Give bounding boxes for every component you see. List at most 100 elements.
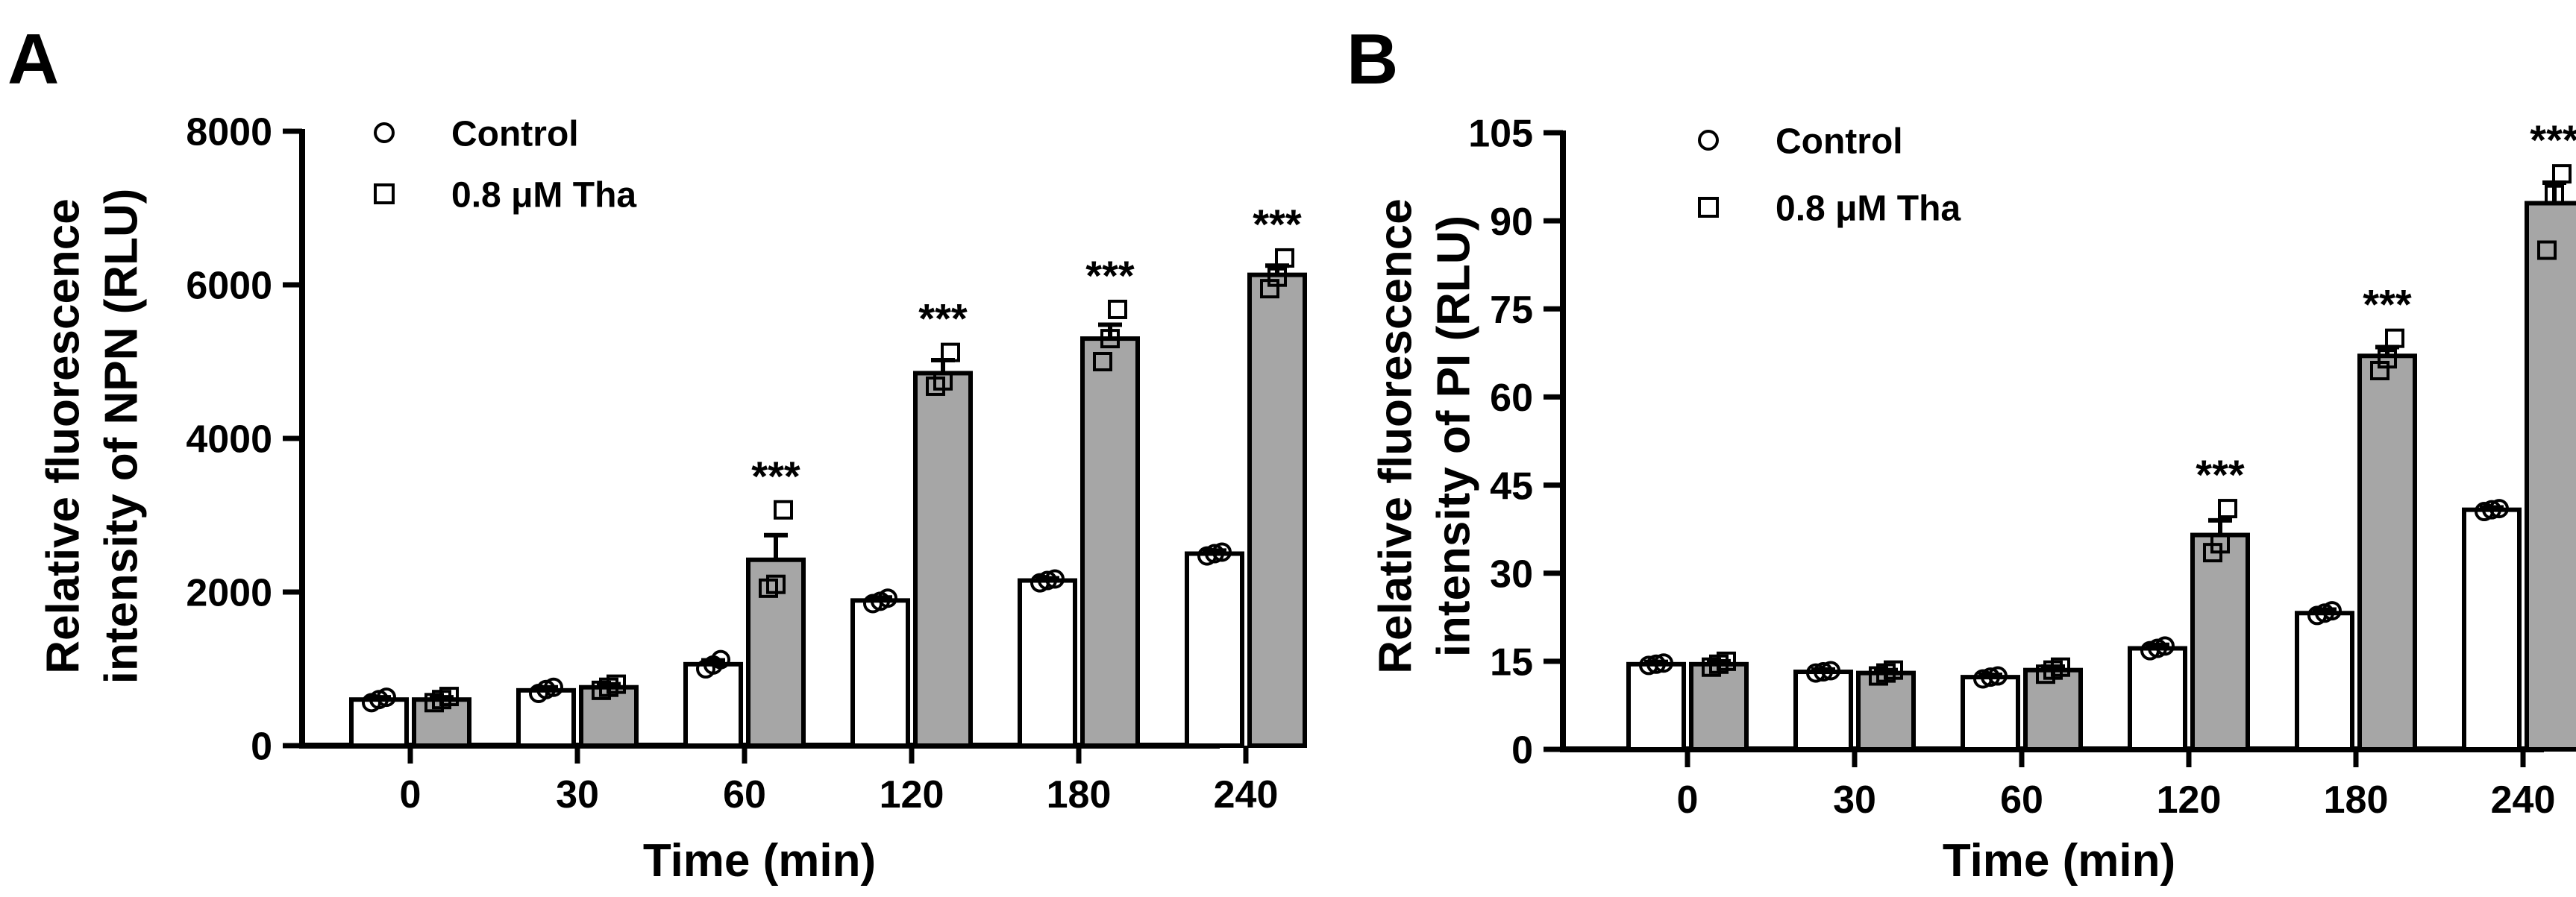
data-point-square <box>1717 651 1736 671</box>
x-axis-title: Time (min) <box>643 835 876 887</box>
legend-label: Control <box>1776 122 1903 161</box>
bar <box>2525 201 2576 752</box>
bar <box>2357 353 2417 752</box>
chart-panel-B: B Relative fluorescence intensity of PI (R… <box>1347 19 2576 887</box>
significance-label: *** <box>918 295 968 342</box>
data-point-square <box>1100 329 1120 349</box>
x-tick-label: 180 <box>1047 773 1112 816</box>
legend-label: 0.8 μM Tha <box>1776 189 1961 228</box>
data-point-square <box>1884 660 1903 680</box>
legend-label: Control <box>451 114 579 154</box>
data-point-circle <box>2482 500 2501 520</box>
panel-label: A <box>7 19 59 99</box>
legend-marker-square <box>374 183 395 204</box>
data-point-square <box>2218 499 2237 519</box>
data-point-square <box>1108 299 1127 319</box>
y-tick-label: 30 <box>1490 553 1533 596</box>
bar <box>1080 336 1140 749</box>
data-point-circle <box>1654 653 1673 673</box>
data-point-square <box>774 500 793 520</box>
significance-label: *** <box>1253 201 1302 248</box>
data-point-square <box>2051 657 2070 677</box>
x-tick-label: 0 <box>400 773 422 816</box>
legend-label: 0.8 μM Tha <box>451 175 636 215</box>
bar <box>913 371 973 748</box>
legend: Control 0.8 μM Tha <box>1698 122 1961 228</box>
data-point-square <box>933 371 953 391</box>
data-point-square <box>1275 248 1294 268</box>
data-point-circle <box>1646 654 1666 674</box>
panel-label: B <box>1347 19 1398 99</box>
x-tick-label: 60 <box>723 773 766 816</box>
data-point-circle <box>2489 499 2509 519</box>
bar <box>2295 611 2354 752</box>
x-tick-label: 120 <box>2157 778 2222 822</box>
y-axis-title: intensity of PI (RLU) <box>1429 215 1480 657</box>
legend: Control 0.8 μM Tha <box>374 114 636 215</box>
bar <box>1247 272 1307 748</box>
data-point-circle <box>1045 569 1065 589</box>
legend-marker-square <box>1698 197 1719 218</box>
data-point-square <box>941 342 960 362</box>
y-tick-label: 6000 <box>186 265 272 308</box>
data-point-square <box>439 687 459 707</box>
y-tick-label: 60 <box>1490 377 1533 420</box>
x-tick-label: 30 <box>556 773 599 816</box>
bar <box>2128 646 2187 752</box>
data-point-square <box>2537 240 2557 260</box>
data-point-circle <box>878 588 897 608</box>
y-tick-label: 4000 <box>186 418 272 462</box>
legend-marker-circle <box>1698 130 1719 151</box>
y-tick-label: 75 <box>1490 289 1533 332</box>
bar <box>1793 670 1853 752</box>
y-axis-title: Relative fluorescence <box>38 198 90 674</box>
bar <box>1018 578 1077 748</box>
data-point-square <box>2385 328 2404 348</box>
y-tick-label: 90 <box>1490 201 1533 244</box>
data-point-circle <box>1205 544 1224 564</box>
data-point-circle <box>1038 570 1057 591</box>
data-point-circle <box>1814 662 1833 682</box>
data-point-circle <box>1212 542 1232 562</box>
data-point-square <box>2378 349 2397 369</box>
chart-panel-A: A Relative fluorescence intensity of NPN (… <box>7 19 1307 887</box>
significance-label: *** <box>751 453 800 500</box>
data-point-circle <box>711 649 730 670</box>
data-point-square <box>1267 267 1287 287</box>
data-point-square <box>2545 184 2564 204</box>
bar <box>2190 532 2250 752</box>
data-point-circle <box>1981 667 2000 687</box>
x-tick-label: 60 <box>2000 778 2043 822</box>
data-point-circle <box>1988 666 2008 686</box>
data-point-circle <box>2322 601 2342 621</box>
y-axis-title: Relative fluorescence <box>1370 198 1422 674</box>
y-tick-label: 0 <box>1511 729 1533 772</box>
data-point-circle <box>2155 636 2175 656</box>
significance-label: *** <box>1085 252 1135 299</box>
significance-label: *** <box>2363 281 2412 328</box>
data-point-square <box>2210 534 2230 554</box>
data-point-circle <box>1821 661 1840 681</box>
bar <box>850 598 910 749</box>
bar <box>2462 507 2522 752</box>
bar <box>1626 661 1686 752</box>
data-point-square <box>607 674 626 694</box>
bar <box>1961 675 2020 752</box>
legend-marker-circle <box>374 122 395 143</box>
bar <box>1185 551 1244 748</box>
y-tick-label: 2000 <box>186 572 272 615</box>
bar <box>1689 661 1749 752</box>
y-tick-label: 8000 <box>186 111 272 154</box>
x-tick-label: 0 <box>1677 778 1699 822</box>
y-axis-title: intensity of NPN (RLU) <box>96 189 148 684</box>
data-point-circle <box>377 687 396 708</box>
data-point-square <box>1093 352 1112 371</box>
y-tick-label: 45 <box>1490 465 1533 508</box>
x-tick-label: 120 <box>880 773 944 816</box>
bar <box>683 661 743 749</box>
data-point-circle <box>544 677 563 697</box>
data-point-square <box>766 574 786 594</box>
x-axis-title: Time (min) <box>1943 835 2175 887</box>
x-tick-label: 240 <box>1214 773 1279 816</box>
